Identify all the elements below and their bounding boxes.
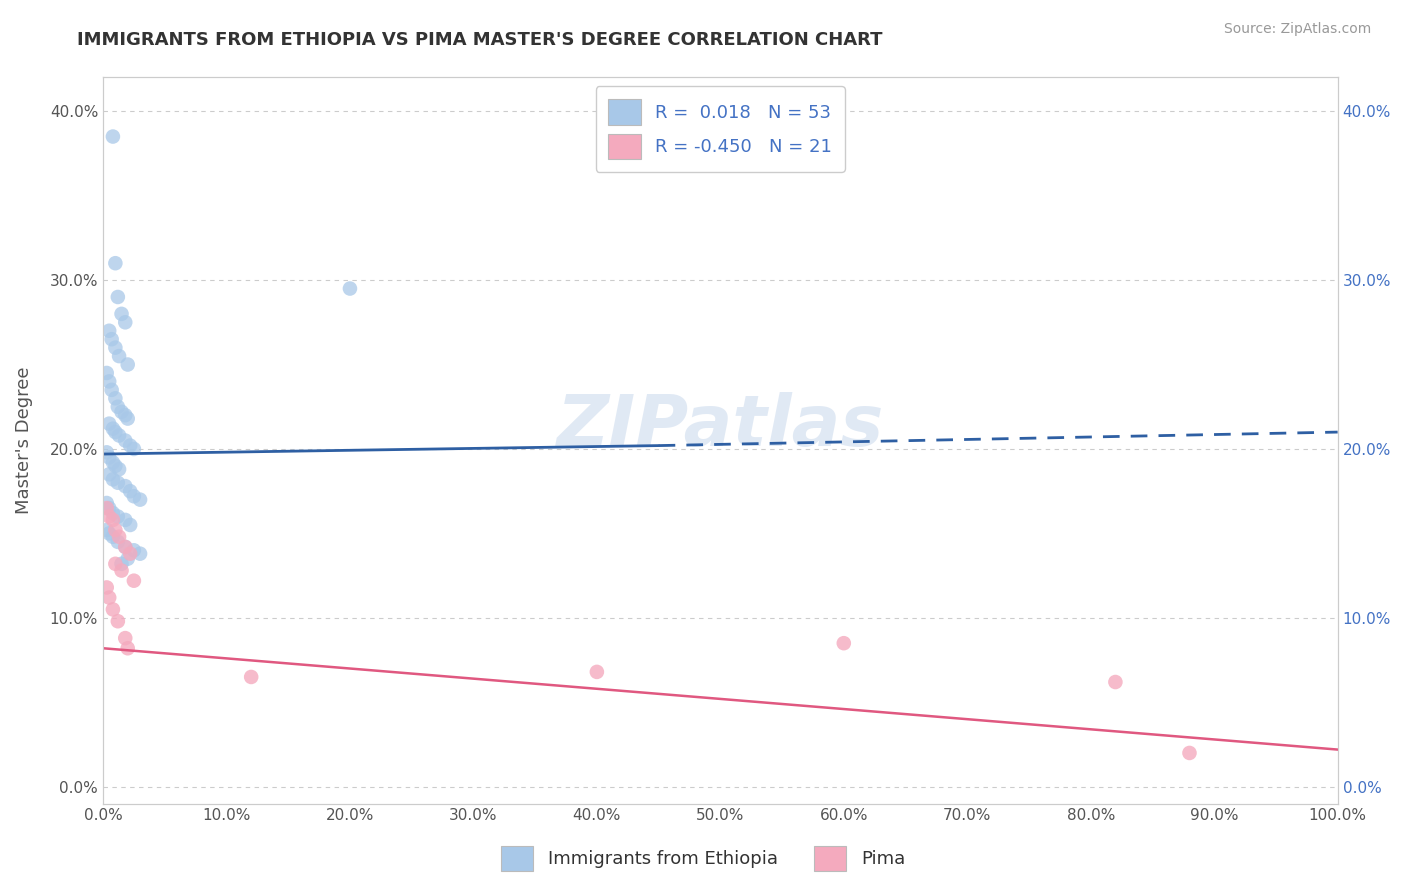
Point xyxy=(104,458,127,473)
Point xyxy=(107,534,129,549)
Point xyxy=(339,281,361,295)
Point xyxy=(122,442,145,456)
Point xyxy=(101,129,124,144)
Point xyxy=(110,405,132,419)
Point xyxy=(110,307,132,321)
Point xyxy=(98,501,121,516)
Point xyxy=(114,315,136,329)
Point xyxy=(104,523,127,537)
Point xyxy=(117,641,139,656)
Point xyxy=(108,349,131,363)
Point xyxy=(101,513,124,527)
Point xyxy=(240,670,263,684)
Point xyxy=(114,408,136,422)
Point xyxy=(96,581,118,595)
Point xyxy=(104,256,127,270)
Point xyxy=(98,467,121,482)
Point xyxy=(101,472,124,486)
Point xyxy=(114,631,136,645)
Point xyxy=(98,509,121,524)
Text: IMMIGRANTS FROM ETHIOPIA VS PIMA MASTER'S DEGREE CORRELATION CHART: IMMIGRANTS FROM ETHIOPIA VS PIMA MASTER'… xyxy=(77,31,883,49)
Point xyxy=(98,450,121,465)
Point xyxy=(107,614,129,628)
Point xyxy=(129,547,152,561)
Point xyxy=(96,445,118,459)
Point xyxy=(120,547,142,561)
Point xyxy=(100,383,122,397)
Point xyxy=(104,392,127,406)
Point xyxy=(104,557,127,571)
Point xyxy=(98,324,121,338)
Point xyxy=(96,501,118,516)
Point xyxy=(107,509,129,524)
Y-axis label: Master's Degree: Master's Degree xyxy=(15,367,32,515)
Point xyxy=(104,341,127,355)
Point xyxy=(122,489,145,503)
Point xyxy=(98,526,121,541)
Point xyxy=(586,665,609,679)
Point xyxy=(98,417,121,431)
Point xyxy=(1178,746,1201,760)
Point xyxy=(96,496,118,510)
Point xyxy=(101,422,124,436)
Point xyxy=(110,564,132,578)
Point xyxy=(122,543,145,558)
Point xyxy=(114,513,136,527)
Point xyxy=(120,439,142,453)
Point xyxy=(122,574,145,588)
Point xyxy=(96,523,118,537)
Text: ZIPatlas: ZIPatlas xyxy=(557,392,884,460)
Point xyxy=(108,462,131,476)
Point xyxy=(114,540,136,554)
Point xyxy=(117,551,139,566)
Point xyxy=(114,540,136,554)
Point xyxy=(98,591,121,605)
Point xyxy=(832,636,855,650)
Point xyxy=(101,602,124,616)
Point xyxy=(110,557,132,571)
Point xyxy=(120,518,142,533)
Point xyxy=(108,428,131,442)
Point xyxy=(98,375,121,389)
Point xyxy=(117,411,139,425)
Point xyxy=(107,400,129,414)
Point xyxy=(129,492,152,507)
Point xyxy=(104,425,127,439)
Point xyxy=(117,358,139,372)
Point xyxy=(101,506,124,520)
Point xyxy=(1104,675,1126,690)
Point xyxy=(114,479,136,493)
Point xyxy=(101,455,124,469)
Point xyxy=(100,332,122,346)
Legend: R =  0.018   N = 53, R = -0.450   N = 21: R = 0.018 N = 53, R = -0.450 N = 21 xyxy=(596,87,845,172)
Point xyxy=(101,530,124,544)
Point xyxy=(120,484,142,499)
Point xyxy=(114,434,136,448)
Legend: Immigrants from Ethiopia, Pima: Immigrants from Ethiopia, Pima xyxy=(494,838,912,879)
Point xyxy=(107,475,129,490)
Point xyxy=(107,290,129,304)
Text: Source: ZipAtlas.com: Source: ZipAtlas.com xyxy=(1223,22,1371,37)
Point xyxy=(96,366,118,380)
Point xyxy=(108,530,131,544)
